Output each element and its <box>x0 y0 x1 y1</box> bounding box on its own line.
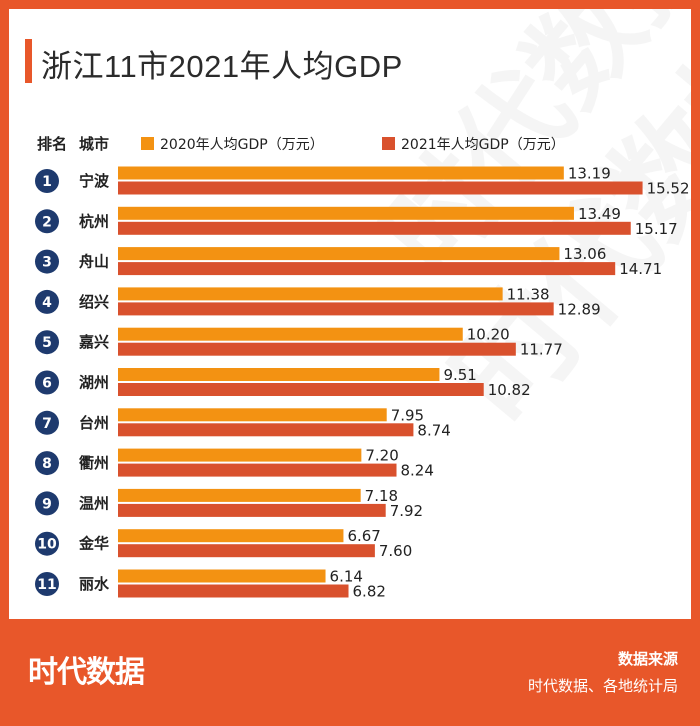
rank-badge <box>35 491 59 516</box>
bar-2020 <box>118 529 344 543</box>
rank-badge <box>35 410 59 435</box>
rank-badge <box>35 169 59 193</box>
legend-label-2021: 2021年人均GDP（万元） <box>401 137 565 153</box>
data-label-2020: 6.14 <box>330 568 363 586</box>
bar-2020 <box>118 247 560 261</box>
brand-logo: 时代数据 <box>28 655 145 690</box>
bar-2020 <box>118 488 361 502</box>
bar-2020 <box>118 206 574 220</box>
rank-header: 排名 <box>37 135 68 153</box>
rank-number: 6 <box>42 376 52 392</box>
bar-2020 <box>118 408 387 422</box>
city-label: 丽水 <box>79 575 110 593</box>
bar-2021 <box>118 544 375 558</box>
data-label-2020: 10.20 <box>467 326 510 344</box>
data-label-2021: 8.24 <box>401 462 434 480</box>
rank-number: 5 <box>42 335 52 351</box>
bar-2021 <box>118 181 643 195</box>
bar-2020 <box>118 569 326 583</box>
rank-badge <box>35 330 59 355</box>
data-label-2021: 11.77 <box>520 341 563 359</box>
data-label-2020: 7.95 <box>391 406 424 424</box>
bar-2020 <box>118 327 463 341</box>
chart-panel: 时代数据 时代数据 浙江11市2021年人均GDP 排名 城市 2020年人均G… <box>9 9 691 619</box>
rank-badge <box>35 370 59 395</box>
page-title: 浙江11市2021年人均GDP <box>41 49 403 84</box>
data-label-2021: 15.52 <box>647 180 690 198</box>
bar-2020 <box>118 448 362 462</box>
legend-swatch-2020 <box>141 137 154 150</box>
bar-2021 <box>118 221 631 235</box>
city-label: 嘉兴 <box>78 333 109 351</box>
title-accent-bar <box>25 39 32 83</box>
data-label-2020: 7.20 <box>365 447 398 465</box>
data-label-2021: 7.60 <box>379 542 412 560</box>
bar-2021 <box>118 342 516 356</box>
city-label: 金华 <box>78 535 109 553</box>
city-label: 衢州 <box>79 454 109 472</box>
rank-number: 11 <box>37 577 56 593</box>
city-label: 宁波 <box>79 172 110 190</box>
rank-number: 2 <box>42 214 52 230</box>
city-label: 湖州 <box>79 374 109 392</box>
data-label-2021: 15.17 <box>635 220 678 238</box>
legend-swatch-2021 <box>382 137 395 150</box>
rank-number: 4 <box>42 295 52 311</box>
city-label: 舟山 <box>79 253 109 271</box>
bar-2021 <box>118 463 397 477</box>
source-text: 时代数据、各地统计局 <box>527 677 678 695</box>
rank-badge <box>35 209 59 234</box>
rank-number: 8 <box>42 456 52 472</box>
data-label-2021: 6.82 <box>353 583 386 601</box>
rank-number: 9 <box>42 496 52 512</box>
data-label-2020: 11.38 <box>507 285 550 303</box>
rank-badge <box>35 289 59 314</box>
data-label-2021: 14.71 <box>619 260 662 278</box>
bar-2021 <box>118 262 616 276</box>
data-label-2020: 6.67 <box>347 527 380 545</box>
city-label: 温州 <box>79 494 109 512</box>
data-label-2020: 13.19 <box>568 165 611 183</box>
rank-badge <box>35 451 59 476</box>
rank-number: 7 <box>42 416 52 432</box>
rank-badge <box>35 531 59 556</box>
data-label-2020: 7.18 <box>365 487 398 505</box>
bar-2020 <box>118 368 440 381</box>
rank-number: 3 <box>42 255 52 271</box>
bar-2021 <box>118 584 349 598</box>
data-label-2021: 7.92 <box>390 502 423 520</box>
bar-2021 <box>118 383 484 396</box>
bar-2021 <box>118 503 386 517</box>
bar-chart: 1 宁波 13.19 15.52 2 杭州 13.49 15.17 3 舟山 13.06 14.71 4… <box>35 165 690 601</box>
city-label: 绍兴 <box>79 293 109 311</box>
rank-number: 1 <box>42 174 52 190</box>
rank-number: 10 <box>37 537 57 553</box>
source-title: 数据来源 <box>617 650 678 668</box>
data-label-2020: 13.49 <box>578 205 621 223</box>
bar-2020 <box>118 287 503 301</box>
city-label: 台州 <box>79 414 109 432</box>
rank-badge <box>35 572 59 596</box>
rank-badge <box>35 249 59 274</box>
city-header: 城市 <box>79 135 110 153</box>
bar-2021 <box>118 302 554 316</box>
data-label-2021: 10.82 <box>488 381 531 399</box>
data-label-2021: 8.74 <box>417 421 450 439</box>
data-label-2021: 12.89 <box>558 300 601 318</box>
city-label: 杭州 <box>79 212 109 230</box>
bar-2020 <box>118 166 564 180</box>
bar-2021 <box>118 423 414 437</box>
legend-label-2020: 2020年人均GDP（万元） <box>160 137 324 153</box>
data-label-2020: 9.51 <box>443 366 476 384</box>
data-label-2020: 13.06 <box>563 245 606 263</box>
